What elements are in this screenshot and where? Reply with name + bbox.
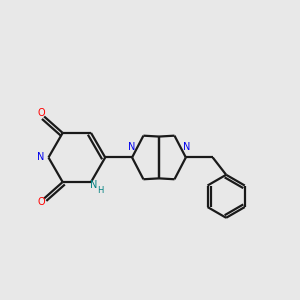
Text: N: N bbox=[37, 152, 45, 163]
Text: O: O bbox=[37, 197, 45, 207]
Text: H: H bbox=[97, 187, 103, 196]
Text: N: N bbox=[128, 142, 135, 152]
Text: O: O bbox=[37, 108, 45, 118]
Text: N: N bbox=[183, 142, 190, 152]
Text: N: N bbox=[90, 180, 98, 190]
